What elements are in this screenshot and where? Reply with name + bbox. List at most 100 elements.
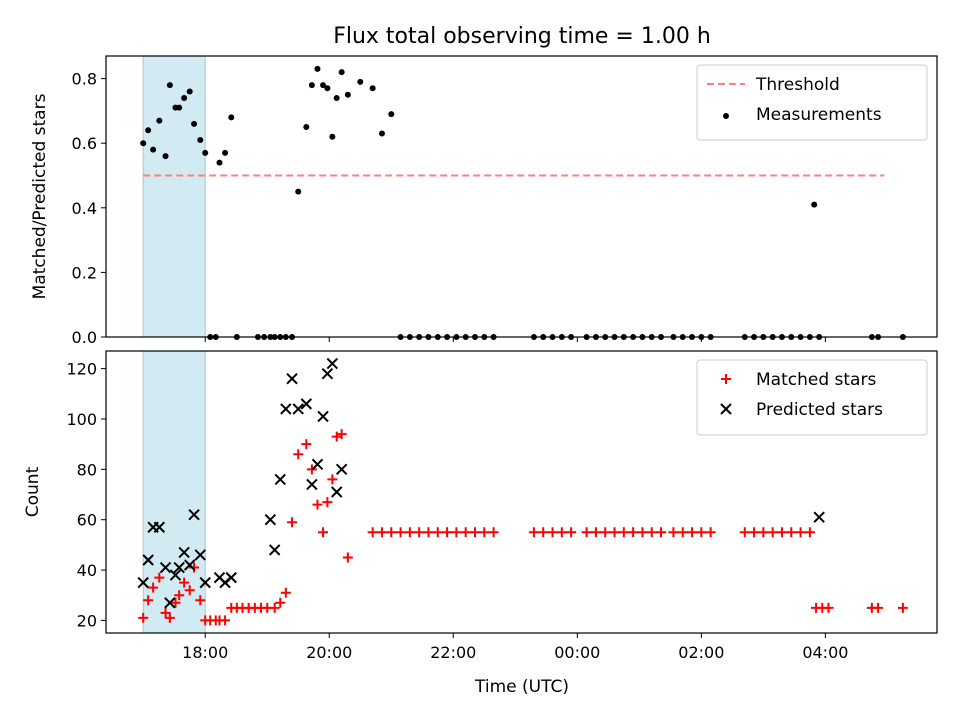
data-point <box>451 527 462 538</box>
data-point <box>804 527 815 538</box>
data-point <box>195 595 206 606</box>
data-point <box>739 527 750 538</box>
data-point <box>184 585 195 596</box>
data-point <box>280 403 292 415</box>
data-point <box>749 527 760 538</box>
data-point <box>162 153 169 160</box>
data-point <box>314 65 321 72</box>
data-point <box>286 372 298 385</box>
data-point <box>188 508 200 521</box>
data-point <box>813 511 825 523</box>
data-point <box>311 458 324 471</box>
data-point <box>386 527 397 538</box>
data-point <box>432 527 443 538</box>
data-point <box>191 120 198 127</box>
data-point <box>312 499 323 510</box>
data-point <box>287 517 298 528</box>
y-tick-label: 0.8 <box>72 70 97 89</box>
legend-swatch <box>720 403 732 415</box>
count-panel: 20 40 60 80 100 120 18:00 20:00 22:00 00:00 02:00 0… <box>23 350 938 662</box>
data-point <box>274 473 286 486</box>
chart-title: Flux total observing time = 1.00 h <box>333 24 711 49</box>
data-point <box>357 78 364 85</box>
y-tick-label: 0.0 <box>72 328 97 347</box>
data-point <box>150 146 157 153</box>
data-point <box>194 549 206 561</box>
data-point <box>140 140 147 147</box>
data-point <box>369 85 376 92</box>
data-point <box>469 527 480 538</box>
data-point <box>378 130 385 137</box>
data-point <box>600 527 611 538</box>
data-point <box>338 69 345 76</box>
data-point <box>538 527 549 538</box>
data-point <box>156 117 163 124</box>
data-point <box>137 576 149 589</box>
data-point <box>169 569 182 581</box>
data-point <box>330 486 343 498</box>
data-point <box>395 527 406 538</box>
data-point <box>179 577 190 588</box>
data-point <box>306 478 318 491</box>
data-point <box>153 521 166 533</box>
data-point <box>767 527 778 538</box>
x-tick-label: 20:00 <box>306 643 352 662</box>
data-point <box>442 527 453 538</box>
legend-label: Measurements <box>756 105 882 125</box>
series-matched-stars <box>138 429 908 626</box>
legend-box <box>696 64 928 141</box>
legend-label: Matched stars <box>756 370 876 390</box>
data-point <box>317 410 329 423</box>
data-point <box>268 544 281 556</box>
data-point <box>646 527 657 538</box>
data-point <box>292 403 304 415</box>
data-point <box>388 111 395 118</box>
data-point <box>404 527 415 538</box>
legend-label: Threshold <box>755 75 840 95</box>
legend-box <box>696 359 928 436</box>
ratio-panel: 0.0 0.2 0.4 0.6 0.8 Matched/Predicted stars Th… <box>30 55 938 347</box>
legend-swatch <box>721 374 731 384</box>
data-point <box>216 159 223 166</box>
x-tick-label: 04:00 <box>802 643 848 662</box>
data-point <box>222 149 229 156</box>
data-point <box>677 527 688 538</box>
y-tick-label: 40 <box>77 561 97 580</box>
data-point <box>335 463 348 476</box>
data-point <box>590 527 601 538</box>
y-tick-label: 0.4 <box>72 199 97 218</box>
y-tick-label: 80 <box>77 460 97 479</box>
data-point <box>342 552 353 563</box>
data-point <box>306 464 317 475</box>
data-point <box>199 576 211 589</box>
data-point <box>609 527 620 538</box>
data-point <box>184 559 196 571</box>
x-axis-label: Time (UTC) <box>474 677 569 697</box>
y-tick-label: 120 <box>66 360 97 379</box>
data-point <box>823 602 834 613</box>
data-point <box>687 527 698 538</box>
data-point <box>897 602 908 613</box>
data-point <box>705 527 716 538</box>
data-point <box>264 513 277 526</box>
data-point <box>181 94 188 101</box>
data-point <box>228 114 235 121</box>
data-point <box>479 527 490 538</box>
data-point <box>322 497 333 508</box>
data-point <box>528 527 539 538</box>
y-tick-label: 20 <box>77 611 97 630</box>
legend-label: Predicted stars <box>756 400 883 420</box>
data-point <box>154 572 165 583</box>
x-tick-label: 22:00 <box>430 643 476 662</box>
legend: Threshold Measurements <box>696 64 928 141</box>
data-point <box>170 597 181 608</box>
data-point <box>178 546 190 559</box>
legend: Matched stars Predicted stars <box>696 359 928 436</box>
data-point <box>197 136 204 143</box>
data-point <box>148 582 159 593</box>
data-point <box>668 527 679 538</box>
data-point <box>269 602 280 613</box>
x-tick-label: 02:00 <box>678 643 724 662</box>
data-point <box>581 527 592 538</box>
data-point <box>142 554 154 566</box>
